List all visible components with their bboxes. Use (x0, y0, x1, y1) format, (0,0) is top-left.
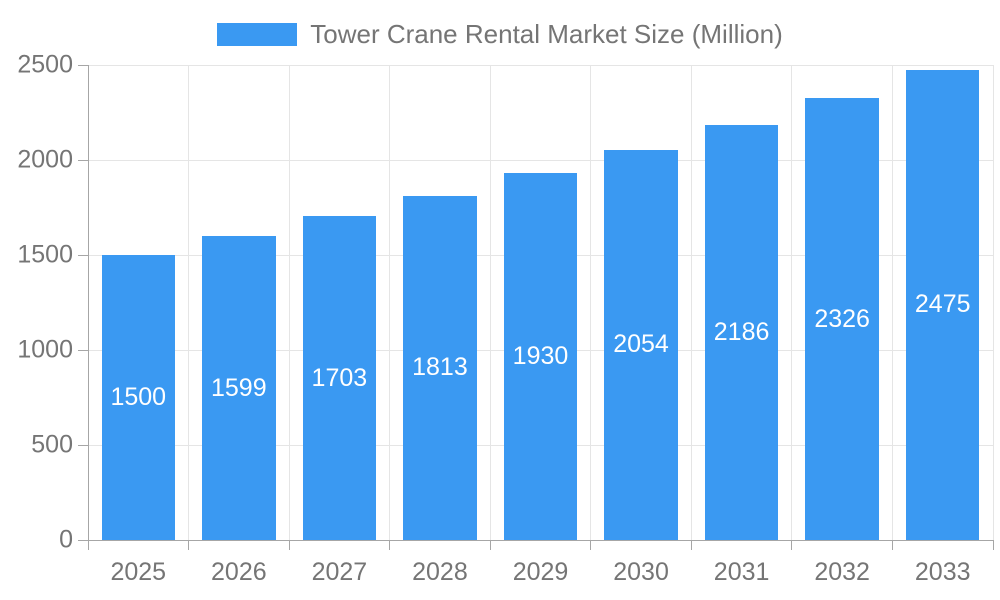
x-axis-tick (690, 540, 692, 550)
y-axis-tick-label: 0 (59, 525, 73, 554)
bar-value-label: 1930 (512, 342, 569, 371)
bar[interactable]: 2054 (604, 149, 678, 540)
bar-value-label: 2326 (814, 304, 870, 333)
vertical-gridline (690, 65, 692, 540)
x-axis-tick (489, 540, 491, 550)
x-axis-tick (791, 540, 793, 550)
x-axis-line (88, 540, 993, 541)
horizontal-gridline (88, 159, 993, 161)
bar[interactable]: 2475 (906, 69, 980, 540)
y-axis-tick-label: 500 (31, 430, 73, 459)
horizontal-gridline (88, 64, 993, 66)
y-axis-tick (78, 444, 88, 446)
legend-label: Tower Crane Rental Market Size (Million) (310, 19, 783, 49)
bar[interactable]: 1703 (302, 216, 377, 540)
bar[interactable]: 1813 (403, 195, 477, 540)
bar-value-label: 1599 (211, 373, 267, 402)
x-axis-tick (590, 540, 592, 550)
y-axis-tick-label: 1000 (17, 335, 73, 364)
bar-value-label: 2186 (713, 317, 770, 346)
x-axis-tick-label: 2029 (512, 558, 569, 586)
y-axis-tick-label: 1500 (17, 240, 73, 269)
y-axis-tick (78, 64, 88, 66)
x-axis-tick-label: 2030 (613, 558, 669, 586)
chart-legend[interactable]: Tower Crane Rental Market Size (Million) (0, 21, 1000, 47)
bar-value-label: 1703 (311, 363, 368, 392)
bar-value-label: 2475 (914, 290, 971, 319)
vertical-gridline (590, 65, 592, 540)
bar[interactable]: 1500 (101, 255, 175, 540)
y-axis-line (88, 65, 89, 540)
vertical-gridline (389, 65, 391, 540)
bar-value-label: 1500 (110, 383, 167, 411)
y-axis-tick-label: 2000 (17, 145, 73, 174)
bar-value-label: 1813 (412, 353, 468, 382)
x-axis-tick-label: 2025 (110, 558, 167, 586)
bar[interactable]: 1599 (202, 236, 276, 540)
y-axis-tick (78, 254, 88, 256)
x-axis-tick-label: 2033 (914, 558, 971, 586)
vertical-gridline (288, 65, 290, 540)
bar[interactable]: 2326 (805, 98, 879, 540)
bar-value-label: 2054 (613, 330, 669, 359)
x-axis-tick-label: 2026 (211, 558, 267, 586)
y-axis-tick (78, 349, 88, 351)
y-axis-tick (78, 539, 88, 541)
x-axis-tick-label: 2027 (311, 558, 368, 586)
plot-area: 0 500 1000 1500 2000 2500 1500 2025 1599 2026 1703… (17, 52, 994, 585)
y-axis-tick-label: 2500 (17, 50, 73, 79)
x-axis-tick (288, 540, 290, 550)
x-axis-tick-label: 2028 (412, 558, 468, 586)
x-axis-tick-label: 2032 (814, 558, 870, 586)
vertical-gridline (489, 65, 491, 540)
vertical-gridline (188, 65, 190, 540)
bar[interactable]: 1930 (503, 173, 578, 540)
bar[interactable]: 2186 (704, 124, 779, 540)
vertical-gridline (791, 65, 793, 540)
x-axis-tick (992, 540, 994, 550)
legend-swatch-icon (217, 22, 298, 46)
x-axis-tick (87, 540, 89, 550)
x-axis-tick (891, 540, 893, 550)
x-axis-tick-label: 2031 (713, 558, 770, 586)
y-axis-tick (78, 159, 88, 161)
vertical-gridline (992, 65, 994, 540)
vertical-gridline (891, 65, 893, 540)
x-axis-tick (389, 540, 391, 550)
x-axis-tick (188, 540, 190, 550)
